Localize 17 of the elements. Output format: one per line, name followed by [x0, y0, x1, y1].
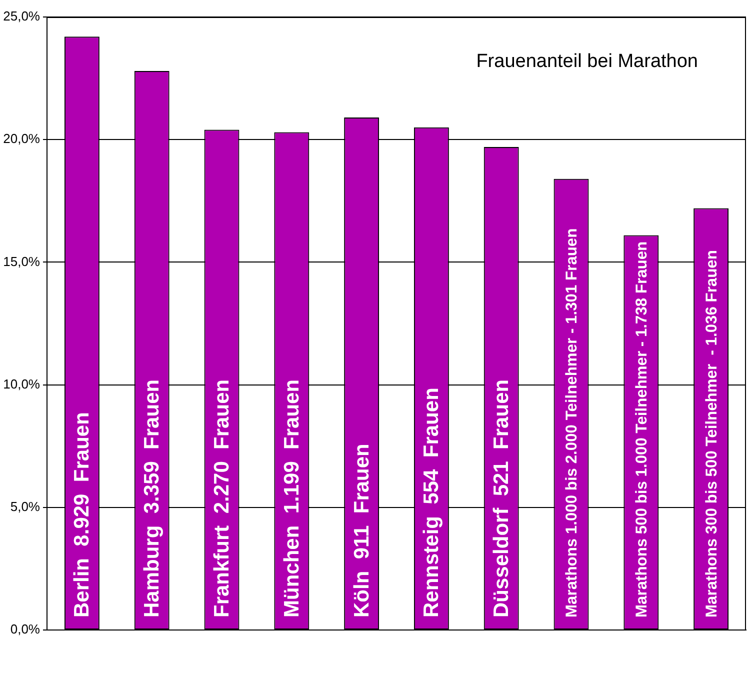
y-tick-label: 5,0% — [10, 498, 40, 514]
x-tick-label: Marathons 1.000 bis 2.000 Teilnehmer - 1.301 Frauen — [564, 228, 581, 618]
x-tick-label: Köln 911 Frauen — [350, 444, 374, 618]
x-tick-label: Rennsteig 554 Frauen — [420, 388, 444, 618]
x-tick-label: Düsseldorf 521 Frauen — [490, 379, 514, 618]
y-tick-label: 25,0% — [3, 8, 40, 24]
x-tick-label: Frankfurt 2.270 Frauen — [210, 379, 234, 618]
y-tick-label: 20,0% — [3, 131, 40, 146]
y-tick-label: 10,0% — [3, 376, 40, 392]
x-tick-label: Hamburg 3.359 Frauen — [140, 379, 164, 618]
x-tick-label: Marathons 500 bis 1.000 Teilnehmer - 1.738 Frauen — [633, 241, 650, 618]
x-tick-label: München 1.199 Frauen — [280, 379, 304, 618]
y-tick-label: 0,0% — [10, 622, 40, 637]
x-tick-label: Marathons 300 bis 500 Teilnehmer - 1.036 Frauen — [703, 250, 720, 618]
x-tick-label: Berlin 8.929 Frauen — [70, 412, 94, 618]
y-tick-label: 15,0% — [3, 254, 40, 269]
text: Frauenanteil bei Marathon — [476, 51, 698, 72]
